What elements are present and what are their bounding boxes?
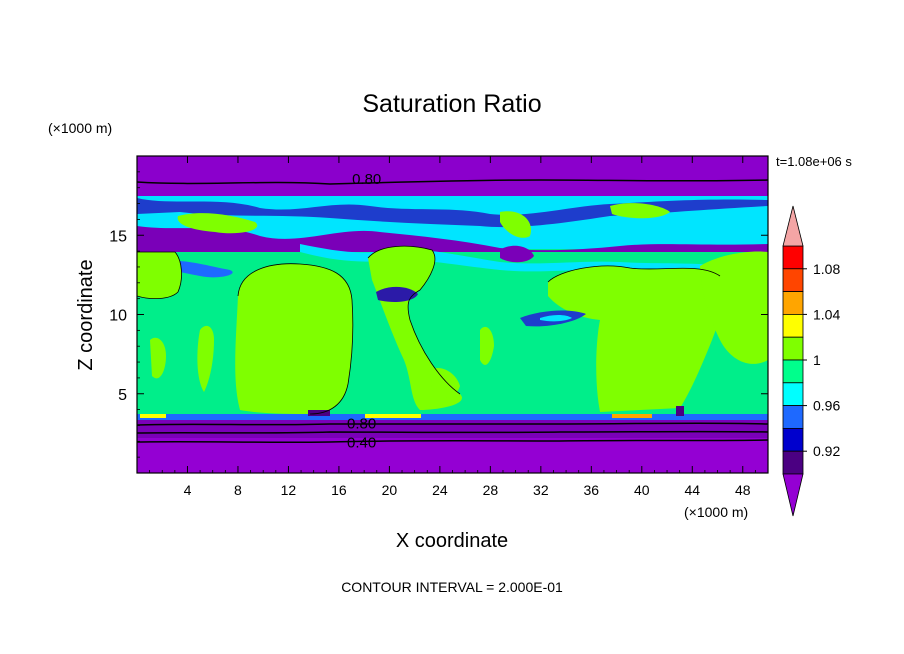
contour-line-lower-1	[137, 422, 768, 426]
y-tick-label: 10	[109, 308, 127, 325]
colorbar-label: 0.92	[813, 443, 840, 459]
upper-blue-streak	[137, 198, 768, 228]
band-lower-edge	[137, 414, 768, 420]
x-axis: 4 8 12 16 20 24 28 32 36 40 44 48	[149, 156, 756, 498]
contour-outline-blob-b	[367, 245, 461, 395]
blob-small-4	[430, 367, 460, 398]
x-tick-label: 8	[234, 482, 242, 498]
contour-line-top	[137, 179, 768, 185]
dry-pocket-2b	[540, 315, 572, 322]
colorbar-segment	[782, 336, 804, 361]
y-unit-label: (×1000 m)	[48, 120, 112, 136]
hotspot-3	[612, 414, 652, 418]
colorbar-segment	[782, 405, 804, 429]
y-tick-label: 5	[118, 387, 127, 404]
x-tick-label: 4	[184, 482, 192, 498]
chart-title: Saturation Ratio	[362, 90, 541, 118]
x-tick-label: 48	[735, 482, 751, 498]
colorbar-segment	[782, 382, 804, 406]
colorbar: 0.92 0.96 1 1.04 1.08	[782, 205, 840, 517]
bump-2	[676, 406, 684, 416]
colorbar-bottom-triangle	[782, 473, 804, 517]
hotspot-1	[140, 414, 166, 418]
contour-fills	[137, 156, 768, 473]
contour-interval-footer: CONTOUR INTERVAL = 2.000E-01	[341, 579, 563, 595]
blob-a	[235, 263, 353, 414]
contour-label: 0.80	[352, 171, 381, 188]
plot-area: 0.800.800.40 4 8 12 16 20 24 28 32 36 40 44 48 5101…	[109, 155, 769, 498]
x-tick-label: 36	[584, 482, 600, 498]
x-tick-label: 24	[432, 482, 448, 498]
x-axis-label: X coordinate	[396, 530, 508, 552]
upper-dark-streak	[137, 226, 768, 252]
colorbar-label: 1.04	[813, 306, 840, 322]
contour-outline-left	[137, 251, 182, 300]
contour-label: 0.40	[347, 434, 376, 451]
y-tick-label: 15	[109, 228, 127, 245]
x-tick-label: 32	[533, 482, 549, 498]
contour-label: 0.80	[347, 415, 376, 432]
blob-small-3	[150, 337, 166, 379]
x-tick-label: 44	[684, 482, 700, 498]
upper-green-patch-3	[610, 203, 670, 219]
hotspot-2	[365, 414, 421, 418]
colorbar-segment	[782, 245, 804, 270]
y-axis: 5 10 15	[109, 171, 768, 458]
upper-green-patch	[177, 213, 258, 234]
y-axis-label: Z coordinate	[75, 259, 97, 370]
contour-outline-blob-a	[237, 263, 354, 415]
colorbar-segment	[782, 359, 804, 384]
colorbar-top-triangle	[782, 205, 804, 247]
colorbar-label: 0.96	[813, 398, 840, 414]
upper-green-patch-2	[500, 211, 531, 238]
colorbar-segment	[782, 427, 804, 452]
time-label: t=1.08e+06 s	[776, 154, 852, 169]
x-tick-label: 28	[483, 482, 499, 498]
colorbar-segment	[782, 291, 804, 315]
colorbar-label: 1	[813, 352, 821, 368]
colorbar-segment	[782, 268, 804, 292]
x-tick-label: 40	[634, 482, 650, 498]
blob-small-2	[480, 326, 494, 365]
contour-labels: 0.80 0.80 0.40	[347, 171, 381, 451]
blob-small-1	[197, 325, 214, 392]
dry-pocket-1	[376, 286, 418, 302]
colorbar-segment	[782, 313, 804, 338]
blob-b	[368, 246, 462, 410]
x-tick-label: 12	[281, 482, 297, 498]
contour-outline-blob-c	[547, 265, 721, 283]
contour-line-lower-3	[137, 439, 768, 444]
x-tick-label: 16	[331, 482, 347, 498]
blob-c	[548, 265, 725, 412]
colorbar-segment	[782, 450, 804, 475]
colorbar-label: 1.08	[813, 261, 840, 277]
band-top-0.80	[137, 156, 768, 196]
contour-line-lower-2	[137, 430, 768, 434]
x-unit-label: (×1000 m)	[684, 504, 748, 520]
band-lower-0.40	[137, 438, 768, 473]
x-tick-label: 20	[382, 482, 398, 498]
dry-pocket-3	[500, 245, 534, 263]
blob-d	[700, 251, 768, 364]
blob-left	[137, 252, 182, 299]
